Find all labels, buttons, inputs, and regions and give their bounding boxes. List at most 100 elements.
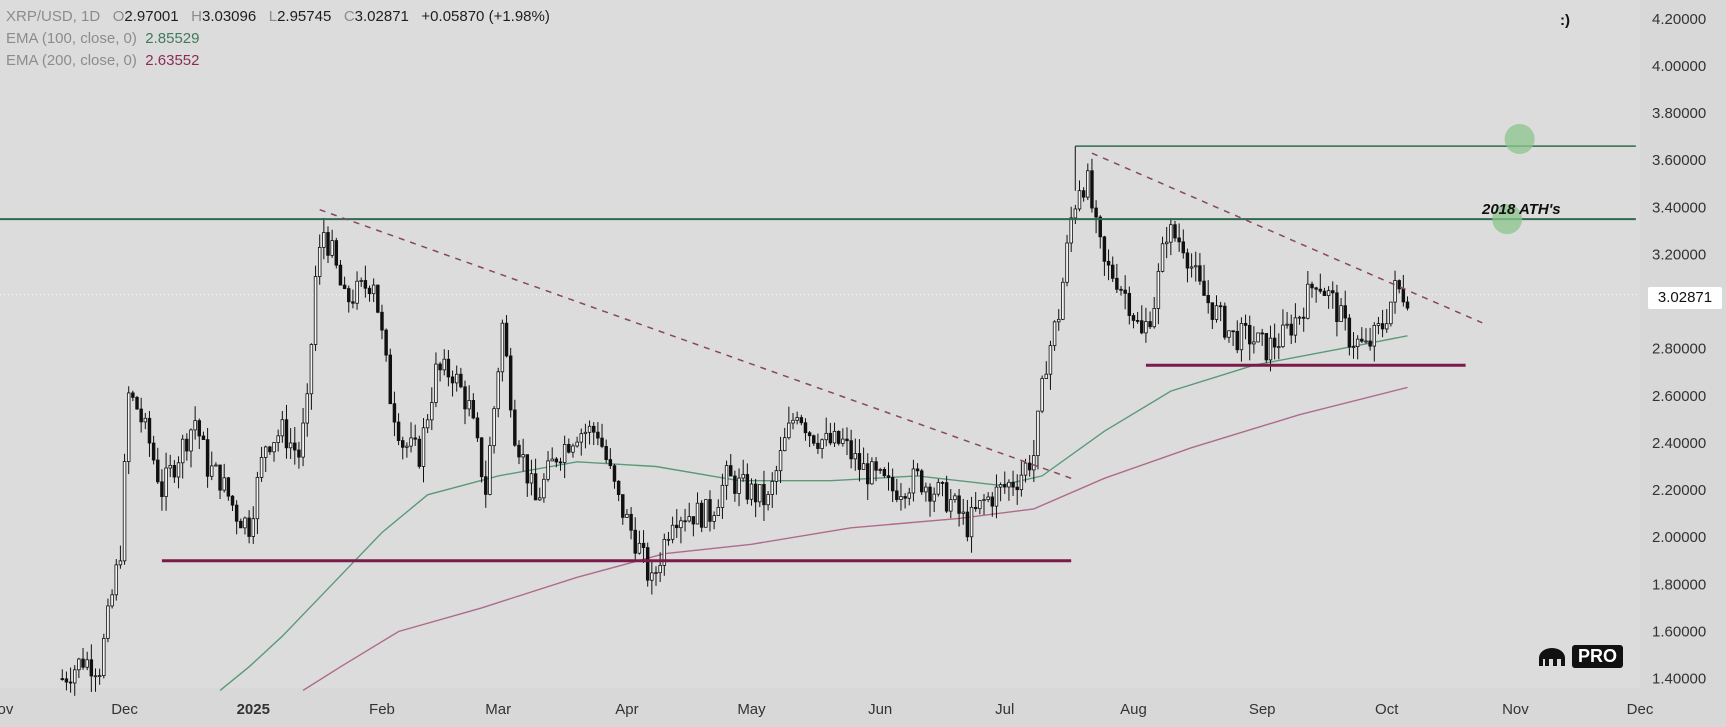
candle-body	[1301, 316, 1306, 319]
candle-body	[384, 329, 388, 356]
candle-body	[347, 288, 351, 303]
candle-body	[471, 400, 476, 419]
candle-body	[861, 463, 866, 470]
candle-body	[1260, 332, 1264, 335]
candle-body	[81, 658, 85, 668]
candle-body	[1110, 264, 1115, 279]
candle-body	[97, 675, 102, 677]
candle-body	[824, 432, 828, 441]
candle-body	[1152, 308, 1156, 328]
candle-body	[268, 446, 272, 453]
candle-body	[629, 513, 633, 531]
candle-body	[550, 458, 554, 462]
candle-body	[367, 287, 372, 295]
x-tick-label: Oct	[1375, 701, 1399, 718]
candle-body	[633, 529, 637, 554]
candle-body	[1202, 280, 1206, 296]
candle-body	[1314, 287, 1318, 290]
candle-body	[475, 417, 480, 439]
candle-body	[517, 444, 521, 458]
candle-body	[230, 495, 235, 506]
candle-body	[558, 461, 563, 464]
time-axis-background	[0, 688, 1640, 727]
candle-body	[691, 516, 696, 525]
candle-body	[380, 311, 384, 331]
candle-body	[533, 473, 538, 501]
candle-body	[317, 246, 322, 277]
candle-body	[1343, 305, 1347, 319]
chart-legend: XRP/USD, 1D O2.97001 H3.03096 L2.95745 C…	[6, 6, 550, 72]
candle-body	[1140, 320, 1144, 334]
candle-body	[616, 480, 621, 495]
x-tick-label: Feb	[369, 701, 395, 718]
candle-body	[899, 496, 903, 500]
candle-body	[293, 442, 297, 451]
y-tick-label: 1.60000	[1652, 623, 1706, 640]
price-axis-background	[1640, 0, 1726, 727]
candle-body	[234, 504, 239, 522]
candle-body	[1185, 252, 1190, 269]
candle-body	[596, 431, 600, 439]
candle-body	[1231, 330, 1235, 333]
candle-body	[658, 564, 662, 574]
candle-body	[870, 461, 874, 485]
x-tick-label: Dec	[111, 701, 138, 718]
candle-body	[492, 408, 496, 447]
candle-body	[218, 464, 222, 491]
candle-body	[276, 435, 280, 444]
candle-body	[542, 478, 546, 499]
candle-body	[749, 483, 754, 500]
candle-body	[309, 344, 314, 395]
candle-body	[1156, 270, 1161, 309]
candle-body	[699, 502, 704, 528]
candle-body	[1069, 217, 1073, 244]
candle-body	[322, 232, 326, 248]
candle-body	[488, 445, 492, 495]
candle-body	[143, 417, 148, 423]
candle-body	[222, 477, 226, 491]
candle-body	[741, 474, 745, 479]
candle-body	[957, 495, 961, 514]
candle-body	[139, 408, 143, 423]
x-tick-label: Mar	[485, 701, 511, 718]
candle-body	[102, 637, 106, 676]
candle-body	[1293, 317, 1298, 336]
candle-body	[288, 442, 293, 449]
y-tick-label: 3.60000	[1652, 152, 1706, 169]
x-tick-label: Apr	[615, 701, 638, 718]
candle-body	[525, 454, 530, 484]
candle-body	[193, 420, 197, 431]
candle-body	[1289, 323, 1293, 336]
candle-body	[928, 486, 932, 502]
candle-body	[1090, 170, 1094, 209]
ema100-label: EMA (100, close, 0)	[6, 30, 137, 47]
candle-body	[243, 517, 247, 529]
candle-body	[118, 560, 123, 566]
x-tick-label: Aug	[1120, 701, 1147, 718]
candle-body	[608, 459, 613, 467]
candle-body	[326, 232, 330, 256]
candle-body	[803, 422, 808, 434]
candle-body	[438, 363, 442, 371]
ema200-line	[302, 386, 1408, 691]
candle-body	[508, 355, 513, 411]
candle-body	[351, 301, 355, 304]
candle-body	[666, 538, 671, 541]
candle-body	[878, 468, 882, 471]
candle-body	[338, 264, 343, 286]
candle-body	[1326, 290, 1331, 296]
close-key: C	[343, 8, 355, 25]
candle-body	[787, 422, 791, 439]
y-tick-label: 2.60000	[1652, 388, 1706, 405]
candle-body	[770, 480, 774, 495]
candle-body	[645, 547, 650, 581]
candle-body	[1310, 283, 1314, 289]
candle-body	[500, 322, 505, 373]
candle-body	[1003, 484, 1007, 488]
candle-body	[272, 442, 276, 453]
low-key: L	[268, 8, 278, 25]
candle-body	[1256, 332, 1260, 343]
y-tick-label: 2.40000	[1652, 435, 1706, 452]
